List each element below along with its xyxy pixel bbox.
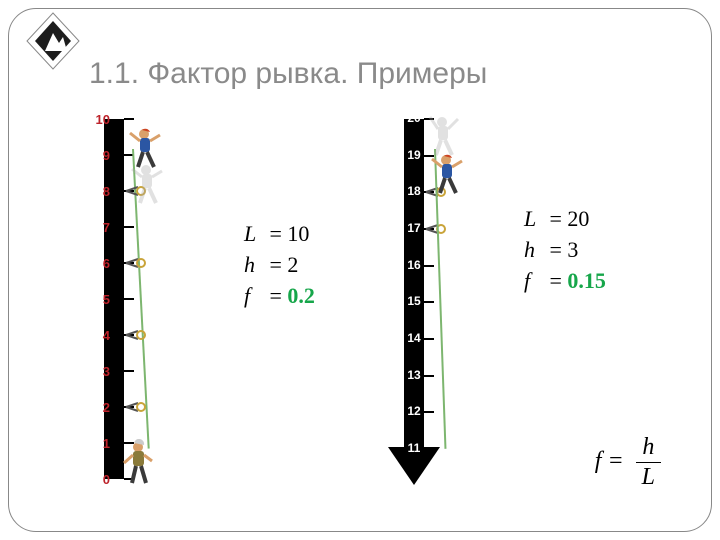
tick-mark <box>424 375 434 377</box>
formula-eq: = <box>607 448 623 474</box>
protection-icon <box>124 399 146 415</box>
tick-label: 3 <box>88 364 110 379</box>
val-f: 0.15 <box>567 268 606 293</box>
tick-label: 5 <box>88 292 110 307</box>
tick-mark <box>424 411 434 413</box>
values-right: L = 20 h = 3 f = 0.15 <box>524 204 606 296</box>
protection-icon <box>124 255 146 271</box>
badge-icon <box>23 11 83 79</box>
var-f: f <box>524 266 544 297</box>
ruler-tick: 5 <box>124 292 134 306</box>
ruler-right <box>404 119 424 449</box>
tick-mark <box>424 338 434 340</box>
val-h: 2 <box>287 252 298 277</box>
protection-icon <box>424 221 446 237</box>
tick-label: 7 <box>88 220 110 235</box>
tick-label: 8 <box>88 184 110 199</box>
tick-label: 13 <box>405 368 423 382</box>
var-L: L <box>524 204 544 235</box>
protection-icon <box>124 327 146 343</box>
fall-factor-formula: f = h L <box>595 434 661 491</box>
tick-label: 20 <box>405 111 423 125</box>
tick-mark <box>424 265 434 267</box>
var-f: f <box>244 281 264 312</box>
tick-mark <box>124 370 134 372</box>
formula-lhs: f <box>595 448 602 474</box>
federation-badge <box>23 11 83 79</box>
climber-icon <box>430 151 470 199</box>
slide-title: 1.1. Фактор рывка. Примеры <box>89 57 487 91</box>
tick-label: 16 <box>405 258 423 272</box>
var-h: h <box>244 250 264 281</box>
ruler-tick: 7 <box>124 220 134 234</box>
tick-label: 1 <box>88 436 110 451</box>
tick-label: 14 <box>405 331 423 345</box>
tick-label: 12 <box>405 404 423 418</box>
values-left: L = 10 h = 2 f = 0.2 <box>244 219 315 311</box>
val-f: 0.2 <box>287 283 315 308</box>
tick-mark <box>424 448 434 450</box>
tick-mark <box>124 226 134 228</box>
belayer-icon <box>118 439 158 487</box>
tick-label: 11 <box>405 441 423 455</box>
tick-label: 2 <box>88 400 110 415</box>
val-L: 20 <box>567 206 589 231</box>
ruler-tick: 3 <box>124 364 134 378</box>
formula-numerator: h <box>636 434 661 463</box>
val-h: 3 <box>567 237 578 262</box>
tick-label: 10 <box>88 112 110 127</box>
tick-mark <box>124 118 134 120</box>
tick-label: 0 <box>88 472 110 487</box>
var-h: h <box>524 235 544 266</box>
tick-mark <box>424 301 434 303</box>
val-L: 10 <box>287 221 309 246</box>
formula-denominator: L <box>636 463 661 491</box>
ruler-tick: 10 <box>124 112 134 126</box>
tick-label: 4 <box>88 328 110 343</box>
tick-label: 15 <box>405 294 423 308</box>
climber-ghost-icon <box>130 161 170 209</box>
tick-mark <box>124 298 134 300</box>
slide-frame: 1.1. Фактор рывка. Примеры [10,9,8,7,6,5… <box>8 8 712 532</box>
tick-label: 18 <box>405 184 423 198</box>
var-L: L <box>244 219 264 250</box>
tick-label: 17 <box>405 221 423 235</box>
tick-label: 19 <box>405 148 423 162</box>
tick-label: 6 <box>88 256 110 271</box>
tick-label: 9 <box>88 148 110 163</box>
